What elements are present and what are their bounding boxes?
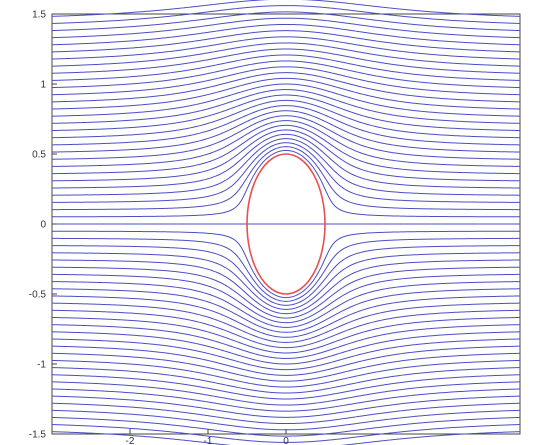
streamline-33	[51, 138, 521, 196]
streamline-35	[51, 129, 521, 182]
streamline-7	[51, 381, 521, 406]
streamline-21	[51, 281, 521, 328]
streamline-15	[51, 324, 521, 359]
streamline-2	[51, 416, 521, 437]
streamline-31	[51, 146, 521, 211]
streamline-44	[51, 83, 521, 117]
x-tick-label-1: -1	[204, 436, 213, 445]
streamline-57	[51, 5, 521, 24]
streamline-38	[51, 115, 521, 160]
streamline-47	[51, 66, 521, 96]
streamline-26	[51, 245, 521, 306]
x-tick-label-2: 0	[283, 436, 289, 445]
streamline-27	[51, 237, 521, 302]
y-tick-label-0: 1.5	[32, 10, 46, 21]
streamline-51	[51, 42, 521, 67]
streamline-11	[51, 352, 521, 382]
streamline-34	[51, 133, 521, 189]
streamline-22	[51, 273, 521, 324]
streamline-14	[51, 331, 521, 365]
streamline-10	[51, 359, 521, 388]
y-tick-label-6: -1.5	[29, 430, 47, 441]
y-axis: 1.5 1 0.5 0 -0.5 -1 -1.5	[29, 10, 57, 441]
x-axis: -2 -1 0	[126, 429, 289, 445]
streamline-1	[51, 424, 521, 443]
streamline-32	[51, 142, 521, 203]
streamline-37	[51, 120, 521, 167]
streamline-6	[51, 388, 521, 412]
streamline-16	[51, 316, 521, 354]
cylinder-group	[246, 153, 326, 295]
y-tick-label-4: -0.5	[29, 290, 47, 301]
streamline-55	[51, 17, 521, 39]
streamline-43	[51, 89, 521, 124]
streamline-36	[51, 124, 521, 175]
streamline-54	[51, 23, 521, 46]
streamline-0	[51, 431, 521, 445]
streamline-5	[51, 395, 521, 418]
x-tick-label-0: -2	[126, 436, 135, 445]
streamline-19	[51, 295, 521, 338]
streamline-52	[51, 36, 521, 60]
streamline-28	[52, 230, 520, 299]
streamline-46	[51, 72, 521, 103]
cylinder-outline	[246, 153, 326, 295]
y-tick-label-1: 1	[40, 80, 46, 91]
streamline-25	[51, 252, 521, 310]
streamline-9	[51, 367, 521, 394]
streamline-50	[51, 48, 521, 74]
streamline-group	[51, 0, 521, 445]
streamline-40	[51, 105, 521, 146]
streamline-42	[51, 94, 521, 132]
streamline-18	[51, 302, 521, 343]
y-tick-label-5: -1	[37, 360, 46, 371]
streamline-41	[51, 99, 521, 139]
streamline-12	[51, 345, 521, 376]
streamline-13	[51, 338, 521, 371]
streamline-49	[51, 54, 521, 81]
streamline-4	[51, 402, 521, 425]
streamline-20	[51, 288, 521, 333]
streamline-24	[51, 259, 521, 315]
streamline-30	[52, 149, 520, 218]
streamline-45	[51, 77, 521, 110]
streamline-58	[51, 0, 521, 17]
streamline-23	[51, 266, 521, 319]
y-tick-label-3: 0	[40, 220, 46, 231]
streamline-56	[51, 11, 521, 32]
streamline-3	[51, 409, 521, 431]
streamline-17	[51, 309, 521, 349]
streamline-48	[51, 60, 521, 89]
y-tick-label-2: 0.5	[32, 150, 46, 161]
streamline-39	[51, 110, 521, 153]
streamline-8	[51, 374, 521, 400]
streamline-53	[51, 30, 521, 53]
